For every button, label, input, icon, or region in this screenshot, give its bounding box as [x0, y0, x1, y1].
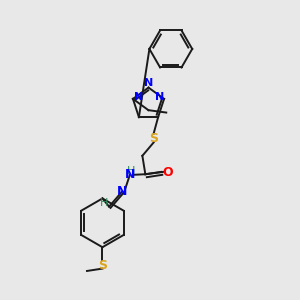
Text: N: N — [125, 168, 135, 181]
Text: S: S — [98, 259, 107, 272]
Text: N: N — [117, 185, 128, 198]
Text: H: H — [100, 198, 108, 208]
Text: S: S — [149, 132, 158, 146]
Text: H: H — [127, 166, 135, 176]
Text: N: N — [144, 78, 153, 88]
Text: O: O — [162, 166, 173, 179]
Text: N: N — [155, 92, 164, 102]
Text: N: N — [134, 92, 143, 102]
